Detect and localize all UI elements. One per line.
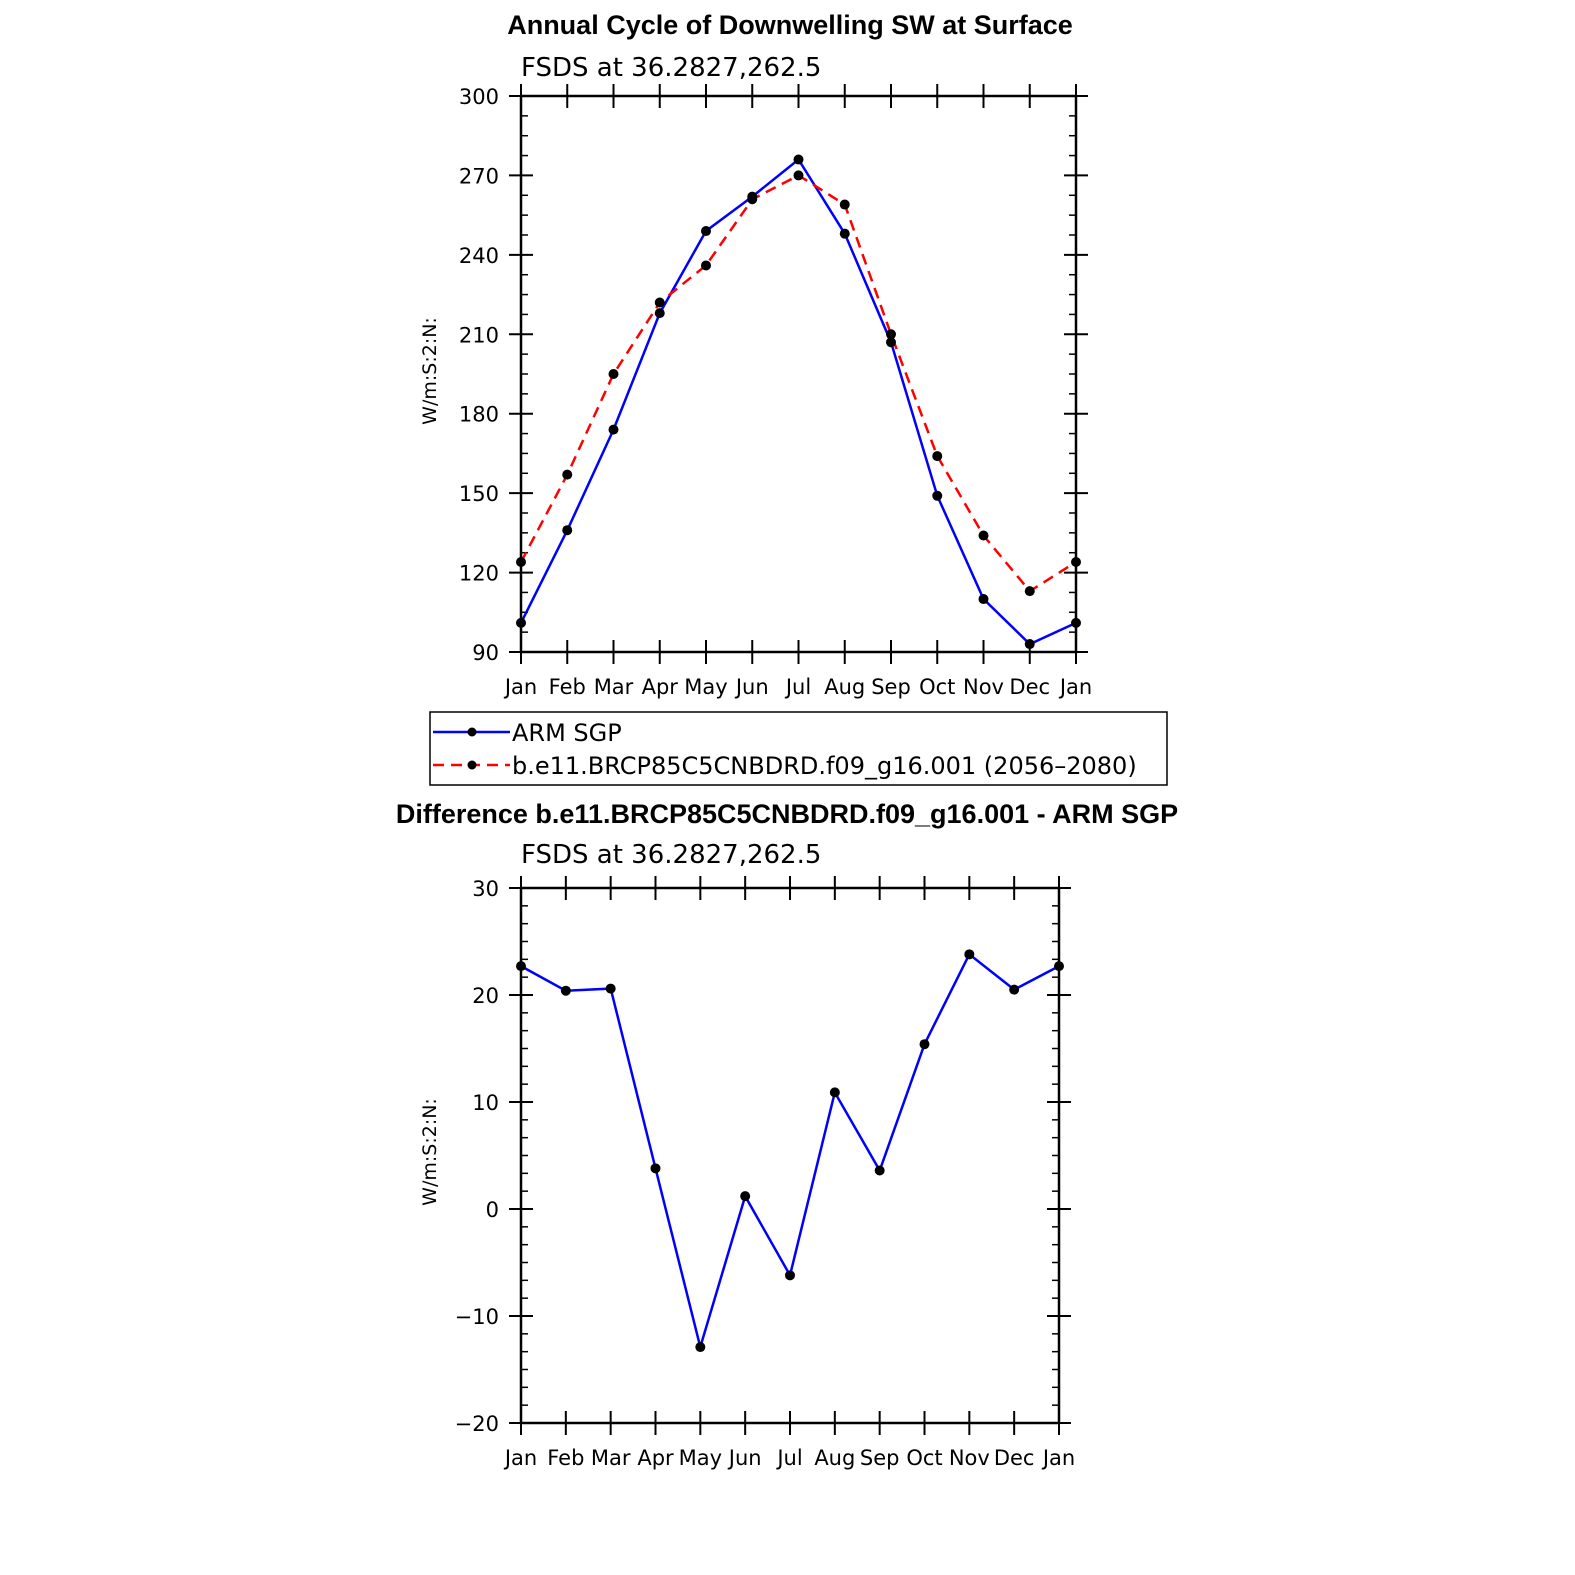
chart-1-series-2-point xyxy=(1071,556,1081,567)
chart-1-ytick-label: 240 xyxy=(459,244,499,268)
chart-1-plot: 90 120 150 180 210 240 270 300 Jan Feb Mar Apr May Ju… xyxy=(459,84,1092,699)
chart-1-xtick-label: Aug xyxy=(824,675,865,699)
chart-2-ylabel: W/m:S:2:N: xyxy=(419,1098,441,1206)
chart-1-series-1-point xyxy=(932,490,943,501)
chart-2-series-1-point xyxy=(1054,961,1064,972)
chart-1-series-2-point xyxy=(978,530,989,541)
chart-2-xtick-label: Oct xyxy=(906,1446,942,1470)
chart-1-series-2-point xyxy=(701,260,711,271)
chart-2-xtick-label: Sep xyxy=(860,1446,900,1470)
chart-1-xtick-label: Jan xyxy=(1058,675,1092,699)
legend-marker-arm xyxy=(467,727,477,737)
chart-1-series-1-point xyxy=(1071,617,1081,628)
chart-1-xtick-label: Apr xyxy=(642,675,679,699)
chart-1-ytick-label: 300 xyxy=(459,85,499,109)
chart-2-xtick-label: Nov xyxy=(949,1446,990,1470)
chart-1-series-2-point xyxy=(747,194,758,205)
chart-1-xtick-label: May xyxy=(684,675,727,699)
chart-1-series-2-point xyxy=(562,469,573,480)
chart-1-series-2-line xyxy=(519,173,1077,593)
chart-2-series-1-point xyxy=(650,1163,661,1174)
chart-2-xtick-label: Mar xyxy=(591,1446,631,1470)
chart-2-xtick-label: May xyxy=(679,1446,722,1470)
chart-2-ytick-label: 30 xyxy=(472,877,499,901)
chart-2-xtick-label: Dec xyxy=(994,1446,1035,1470)
chart-1-series-2-point xyxy=(1024,586,1035,597)
chart-2-xtick-label: Aug xyxy=(814,1446,855,1470)
chart-2-xtick-label: Jan xyxy=(503,1446,537,1470)
chart-1-ytick-label: 270 xyxy=(459,164,499,188)
chart-1-xtick-label: Feb xyxy=(549,675,586,699)
legend-label-model: b.e11.BRCP85C5CNBDRD.f09_g16.001 (2056–2… xyxy=(512,752,1137,780)
chart-1-xtick-label: Jun xyxy=(734,675,769,699)
chart-1-series-2-point xyxy=(932,451,943,462)
chart-2-ytick-label: 20 xyxy=(472,984,499,1008)
chart-2-series-1-point xyxy=(560,985,571,996)
chart-1-title: Annual Cycle of Downwelling SW at Surfac… xyxy=(507,10,1073,40)
chart-2-series-1-point xyxy=(695,1342,706,1353)
chart-2-series-1-point xyxy=(964,949,975,960)
chart-1-ytick-label: 180 xyxy=(459,403,499,427)
chart-1-subtitle: FSDS at 36.2827,262.5 xyxy=(521,53,821,83)
chart-1-xtick-label: Sep xyxy=(871,675,911,699)
chart-1-xtick-label: Nov xyxy=(963,675,1004,699)
chart-1-series-1-point xyxy=(701,226,711,237)
chart-2-xtick-label: Jun xyxy=(727,1446,762,1470)
chart-1-ylabel: W/m:S:2:N: xyxy=(419,317,441,425)
chart-1-series-2-point xyxy=(839,199,850,210)
chart-2-series-1-line xyxy=(520,952,1060,1352)
chart-2-frame xyxy=(519,886,1061,1425)
chart-2-series-1-point xyxy=(829,1087,840,1098)
chart-2-xtick-label: Jul xyxy=(775,1446,802,1470)
legend-label-arm: ARM SGP xyxy=(512,719,622,747)
chart-1-series-1-point xyxy=(839,228,850,239)
chart-1-ytick-label: 150 xyxy=(459,482,499,506)
chart-2-ytick-label: −10 xyxy=(455,1305,499,1329)
chart-1-series-2-point xyxy=(793,170,804,181)
chart-1-series-2-point xyxy=(608,369,619,379)
chart-2-series-1-point xyxy=(605,983,616,994)
legend-box xyxy=(429,711,1168,786)
legend: ARM SGP b.e11.BRCP85C5CNBDRD.f09_g16.001… xyxy=(429,711,1168,786)
chart-1-series-1-line xyxy=(519,157,1077,646)
chart-1-xtick-label: Jan xyxy=(503,675,537,699)
chart-1-series-1-point xyxy=(562,525,573,536)
chart-1-series-2-point xyxy=(516,556,526,567)
chart-1-series-2-point xyxy=(654,297,665,308)
chart-1-xtick-label: Oct xyxy=(919,675,955,699)
chart-1-series-1-point xyxy=(886,337,896,348)
chart-2-ytick-label: 0 xyxy=(486,1198,499,1222)
chart-2-series-1-point xyxy=(874,1165,885,1176)
chart-2-plot: −20 −10 0 10 20 30 Jan Feb Mar Apr May Jun Jul Aug Sep… xyxy=(455,876,1075,1470)
chart-1-ytick-label: 90 xyxy=(472,641,499,665)
chart-2-series-1-point xyxy=(516,961,526,972)
chart-1-xtick-label: Dec xyxy=(1009,675,1050,699)
chart-2-xtick-label: Feb xyxy=(547,1446,584,1470)
chart-1-series-1-point xyxy=(978,594,989,605)
chart-2-series-1-point xyxy=(740,1191,751,1202)
chart-1-series-1-point xyxy=(1024,639,1035,650)
chart-2-ytick-label: 10 xyxy=(472,1091,499,1115)
legend-marker-model xyxy=(467,760,477,770)
chart-2-ytick-label: −20 xyxy=(455,1412,499,1436)
chart-2-series-1-point xyxy=(1009,984,1020,995)
chart-1-series-1-point xyxy=(608,424,619,435)
chart-1-series-2-point xyxy=(886,329,896,340)
chart-2-series-1-point xyxy=(785,1270,795,1281)
chart-1-series-1-point xyxy=(793,154,804,165)
chart-1-ytick-label: 120 xyxy=(459,562,499,586)
chart-1-ytick-label: 210 xyxy=(459,323,499,347)
chart-2-xtick-label: Apr xyxy=(637,1446,674,1470)
chart-1-xtick-label: Jul xyxy=(784,675,811,699)
chart-1-series-1-point xyxy=(654,308,665,319)
chart-2-xtick-label: Jan xyxy=(1041,1446,1075,1470)
chart-2-subtitle: FSDS at 36.2827,262.5 xyxy=(521,840,821,870)
chart-2-title: Difference b.e11.BRCP85C5CNBDRD.f09_g16.… xyxy=(396,799,1178,829)
chart-1-xtick-label: Mar xyxy=(594,675,634,699)
chart-2-series-1-point xyxy=(919,1039,930,1050)
chart-1-series-1-point xyxy=(516,617,526,628)
